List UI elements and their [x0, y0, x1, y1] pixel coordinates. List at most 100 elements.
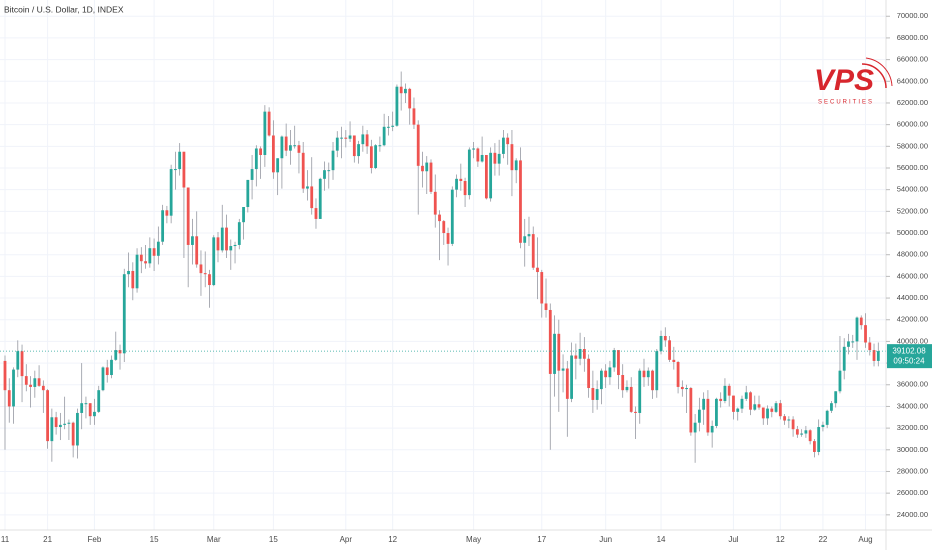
candle-body — [595, 389, 599, 400]
candle-body — [672, 359, 676, 363]
candle-body — [757, 404, 761, 408]
candle-body — [80, 403, 84, 413]
candle-body — [791, 419, 795, 430]
candle-body — [144, 261, 147, 264]
y-tick-label: 56000.00 — [897, 163, 928, 172]
x-tick-label: 14 — [657, 535, 666, 544]
candle-body — [808, 430, 812, 442]
y-tick-label: 52000.00 — [897, 206, 928, 215]
candle-body — [787, 419, 791, 421]
candle-body — [740, 398, 744, 409]
candle-body — [510, 144, 514, 171]
candle-body — [540, 272, 544, 304]
candle-body — [872, 350, 876, 361]
candle-body — [506, 137, 510, 145]
candle-body — [480, 154, 484, 162]
candle-body — [335, 137, 339, 151]
candle-body — [467, 149, 471, 196]
candle-body — [340, 137, 343, 139]
x-tick-label: 22 — [818, 535, 827, 544]
candle-body — [271, 135, 275, 173]
candle-body — [544, 303, 548, 310]
candle-body — [71, 422, 75, 446]
candle-body — [582, 348, 586, 359]
candle-body — [625, 386, 629, 391]
candle-body — [450, 189, 454, 244]
candle-body — [152, 248, 156, 256]
candle-body — [727, 385, 731, 396]
candle-body — [174, 169, 177, 171]
candle-body — [165, 210, 169, 216]
candle-body — [514, 160, 518, 171]
x-tick-label: Feb — [88, 535, 102, 544]
candle-body — [834, 391, 838, 404]
candle-body — [310, 186, 314, 209]
candle-body — [408, 88, 412, 109]
candle-body — [604, 370, 608, 378]
logo-name: VPS — [814, 64, 874, 97]
candle-body — [101, 367, 105, 391]
candle-body — [182, 151, 186, 188]
candle-body — [404, 88, 407, 94]
candle-body — [225, 227, 228, 251]
x-tick-label: May — [466, 535, 481, 544]
candle-body — [361, 134, 365, 145]
candle-body — [156, 241, 160, 256]
candle-body — [536, 267, 539, 273]
candle-body — [813, 441, 816, 452]
candle-body — [612, 350, 616, 368]
candles — [0, 71, 886, 463]
candle-body — [421, 165, 424, 172]
candle-body — [348, 135, 352, 139]
candle-body — [561, 368, 565, 371]
candle-body — [651, 370, 654, 391]
x-tick-label: Mar — [207, 535, 221, 544]
candle-body — [557, 333, 561, 371]
candle-body — [46, 390, 49, 442]
candle-body — [642, 370, 646, 378]
y-tick-label: 44000.00 — [897, 293, 928, 302]
candle-body — [680, 386, 684, 390]
candle-body — [659, 335, 663, 352]
candle-body — [93, 411, 96, 417]
y-tick-label: 42000.00 — [897, 315, 928, 324]
candle-body — [267, 111, 271, 136]
candle-body — [327, 170, 331, 172]
candle-body — [41, 385, 45, 391]
candle-body — [825, 410, 829, 425]
candle-body — [502, 137, 505, 154]
x-tick-label: 21 — [43, 535, 52, 544]
candle-body — [489, 152, 493, 199]
candle-body — [233, 244, 237, 247]
candle-body — [220, 227, 224, 251]
candle-body — [131, 270, 135, 289]
candle-body — [442, 221, 446, 234]
last-price-box — [887, 344, 932, 369]
candle-body — [369, 146, 373, 168]
candle-body — [237, 222, 241, 245]
candle-body — [736, 408, 740, 412]
candle-body — [484, 154, 488, 199]
candle-body — [29, 384, 32, 387]
candle-body — [553, 333, 556, 374]
candle-body — [689, 388, 693, 433]
candle-body — [472, 148, 475, 150]
candle-body — [455, 178, 458, 190]
candle-body — [67, 422, 71, 424]
x-tick-label: 17 — [537, 535, 546, 544]
candle-body — [3, 360, 7, 391]
candle-body — [12, 369, 15, 407]
last-price-label: 39102.08 — [892, 346, 926, 355]
y-tick-label: 26000.00 — [897, 488, 928, 497]
candle-body — [655, 351, 659, 391]
candle-body — [58, 424, 62, 428]
candle-body — [352, 135, 356, 157]
candle-body — [208, 274, 211, 286]
candle-body — [301, 152, 305, 189]
candle-body — [463, 181, 467, 196]
candle-body — [357, 144, 360, 157]
candle-body — [416, 124, 420, 166]
candle-body — [600, 370, 603, 390]
y-tick-label: 28000.00 — [897, 466, 928, 475]
candle-body — [855, 317, 859, 342]
